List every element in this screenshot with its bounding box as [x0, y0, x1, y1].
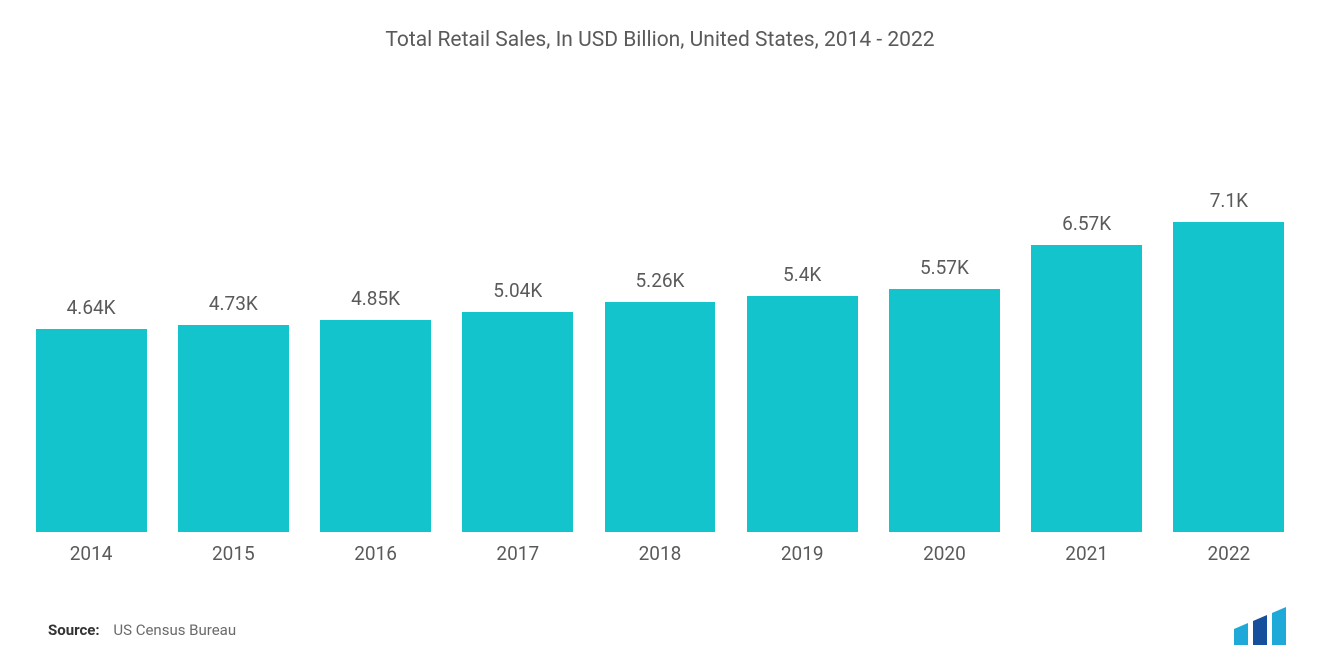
- bar-rect: [889, 289, 1000, 532]
- bar-rect: [462, 312, 573, 532]
- x-tick-label: 2019: [731, 542, 873, 565]
- chart-container: Total Retail Sales, In USD Billion, Unit…: [0, 0, 1320, 665]
- bar-slot: 7.1K: [1158, 62, 1300, 532]
- bar-slot: 5.4K: [731, 62, 873, 532]
- bar-slot: 5.57K: [873, 62, 1015, 532]
- chart-title: Total Retail Sales, In USD Billion, Unit…: [20, 28, 1300, 52]
- bar-slot: 4.85K: [304, 62, 446, 532]
- bar-value-label: 5.04K: [493, 279, 542, 302]
- bar-slot: 5.26K: [589, 62, 731, 532]
- bar-slot: 4.73K: [162, 62, 304, 532]
- bar-rect: [320, 320, 431, 532]
- source-footer: Source: US Census Bureau: [48, 621, 236, 639]
- x-tick-label: 2017: [447, 542, 589, 565]
- x-tick-label: 2015: [162, 542, 304, 565]
- x-tick-label: 2020: [873, 542, 1015, 565]
- bar-rect: [747, 296, 858, 532]
- x-tick-label: 2018: [589, 542, 731, 565]
- plot-area: 4.64K 4.73K 4.85K 5.04K 5.26K 5.4K 5.57K 6.57K 7…: [20, 62, 1300, 532]
- x-axis: 201420152016201720182019202020212022: [20, 542, 1300, 565]
- bars-group: 4.64K 4.73K 4.85K 5.04K 5.26K 5.4K 5.57K 6.57K 7…: [20, 62, 1300, 532]
- bar-value-label: 5.26K: [636, 269, 685, 292]
- bar-value-label: 5.57K: [920, 256, 969, 279]
- bar-value-label: 6.57K: [1062, 212, 1111, 235]
- bar-value-label: 5.4K: [783, 263, 821, 286]
- bar-rect: [1031, 245, 1142, 532]
- bar-value-label: 4.85K: [351, 287, 400, 310]
- bar-value-label: 7.1K: [1210, 189, 1248, 212]
- bar-rect: [36, 329, 147, 532]
- bar-slot: 5.04K: [447, 62, 589, 532]
- bar-rect: [605, 302, 716, 532]
- x-tick-label: 2022: [1158, 542, 1300, 565]
- bar-value-label: 4.73K: [209, 292, 258, 315]
- source-label: Source:: [48, 621, 100, 639]
- bar-slot: 6.57K: [1016, 62, 1158, 532]
- x-tick-label: 2021: [1016, 542, 1158, 565]
- source-text: US Census Bureau: [113, 621, 236, 639]
- bar-rect: [1173, 222, 1284, 532]
- x-tick-label: 2014: [20, 542, 162, 565]
- brand-logo-icon: [1234, 605, 1292, 645]
- x-tick-label: 2016: [304, 542, 446, 565]
- bar-slot: 4.64K: [20, 62, 162, 532]
- bar-rect: [178, 325, 289, 532]
- bar-value-label: 4.64K: [67, 296, 116, 319]
